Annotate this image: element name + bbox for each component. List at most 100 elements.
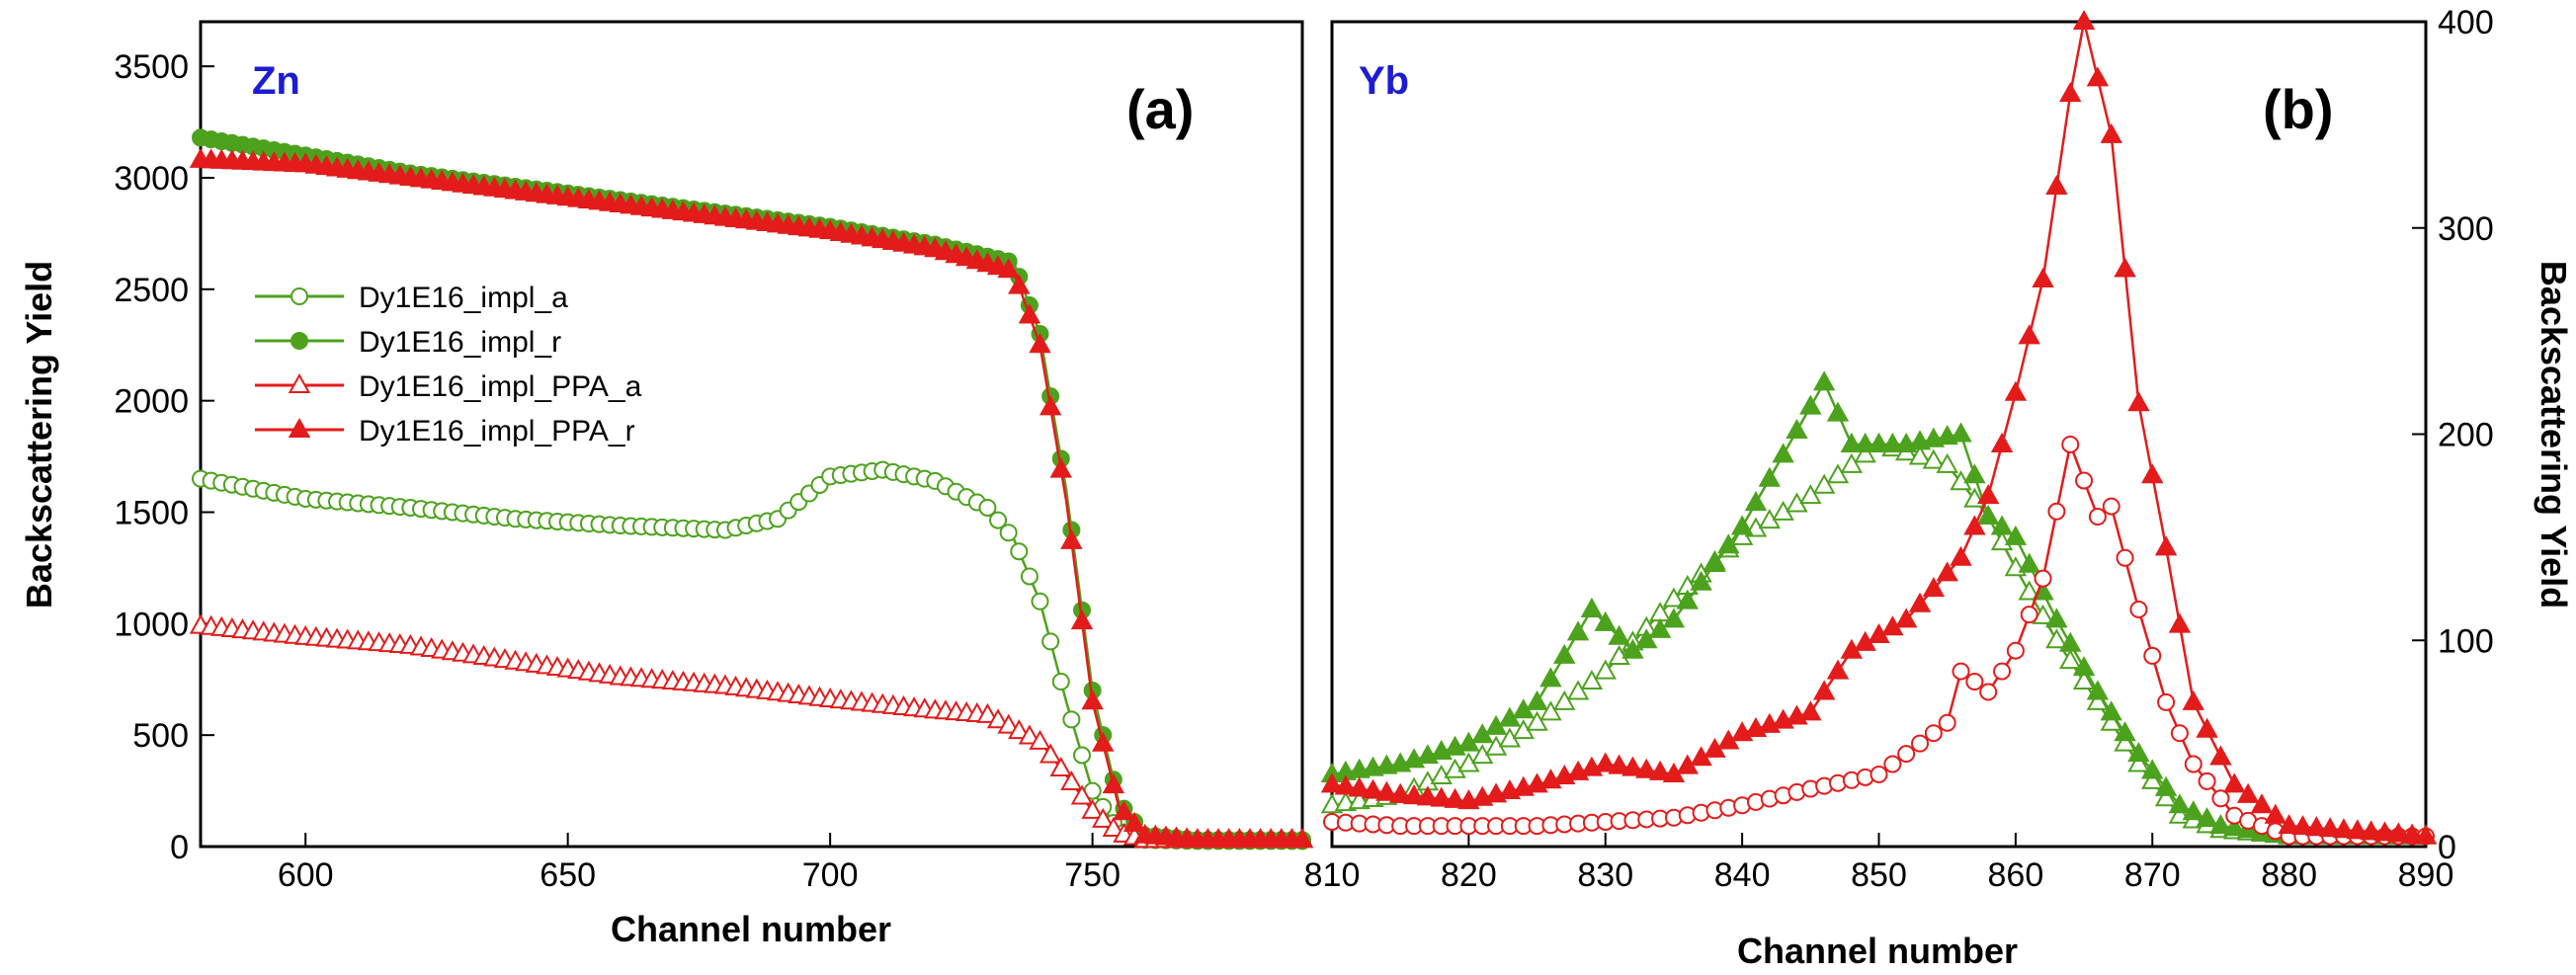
panel-b-series — [1320, 9, 2438, 846]
panel-b-data-point — [1812, 680, 1836, 700]
panel-b-data-point — [2196, 717, 2218, 738]
panel-b-data-point — [2018, 324, 2040, 345]
legend-marker — [291, 332, 308, 350]
panel-b-data-point — [1348, 776, 1371, 797]
panel-a-y-axis-title: Backscattering Yield — [19, 261, 59, 609]
panel-b-element-label: Yb — [1359, 59, 1409, 103]
panel-b-data-point — [1648, 760, 1672, 780]
panel-b-x-tick-label: 890 — [2398, 856, 2454, 894]
panel-b-data-point — [2127, 391, 2150, 412]
panel-b-data-point — [1594, 659, 1617, 680]
panel-a-data-point — [1070, 609, 1094, 630]
panel-b-data-point — [2373, 821, 2396, 842]
panel-b-data-point — [1553, 690, 1576, 710]
panel-b-data-point — [1911, 734, 1930, 753]
panel-b-data-point — [1840, 452, 1864, 473]
panel-b-data-point — [2045, 174, 2068, 195]
panel-b-x-tick-label: 840 — [1714, 856, 1771, 894]
panel-b-data-point — [1854, 432, 1876, 452]
panel-b-data-point — [2196, 807, 2218, 828]
panel-a-data-point — [1081, 690, 1104, 710]
panel-b-data-point — [2006, 641, 2025, 660]
panel-b-data-point — [2004, 525, 2028, 545]
panel-b-data-point — [1799, 484, 1822, 505]
panel-b-data-point — [1621, 638, 1644, 659]
panel-b-data-point — [2168, 612, 2192, 633]
panel-b-data-point — [2170, 724, 2189, 743]
panel-b-y-tick-label: 0 — [2438, 829, 2456, 866]
panel-a-y-tick-label: 3000 — [114, 160, 189, 198]
panel-a-data-point — [1039, 395, 1062, 416]
panel-b-data-point — [1936, 452, 1958, 473]
panel-b-data-point — [2045, 628, 2068, 649]
panel-a-data-point — [1018, 724, 1041, 745]
panel-b-data-point — [1812, 370, 1836, 391]
panel-a-x-tick-label: 600 — [278, 856, 334, 894]
panel-a-data-point — [1070, 784, 1094, 805]
panel-b-data-point — [1608, 624, 1630, 645]
panel-b-data-point — [2032, 604, 2054, 624]
panel-b-data-point — [1526, 690, 1548, 710]
panel-a-y-tick-label: 2000 — [114, 383, 189, 421]
panel-a-data-point — [1029, 333, 1051, 354]
panel-a-ticks: 600 650 700 750 0 500 1000 1500 2000 2500 3000 3500 — [114, 48, 1121, 894]
panel-a-data-point — [1031, 592, 1049, 610]
panel-b-data-point — [1594, 610, 1617, 631]
panel-a-data-point — [1029, 729, 1051, 750]
panel-a-data-point — [1049, 756, 1072, 777]
panel-b-data-point — [2209, 745, 2232, 766]
panel-b-data-point — [2291, 815, 2314, 836]
panel-a-data-point — [989, 511, 1008, 529]
panel-a-series-dy1e16-impl-ppa-r — [189, 147, 1314, 849]
legend-label: Dy1E16_impl_PPA_r — [359, 415, 635, 447]
panel-b-data-point — [1963, 515, 1986, 535]
panel-b-data-point — [1375, 780, 1398, 801]
panel-b-data-point — [1772, 443, 1794, 463]
panel-b-data-point — [2032, 267, 2054, 287]
panel-b-data-point — [2114, 721, 2136, 742]
panel-b-data-point — [2346, 819, 2369, 840]
panel-a-data-point — [1051, 673, 1070, 691]
panel-b-data-point — [2059, 631, 2082, 652]
panel-b-data-point — [1553, 643, 1576, 664]
legend: Dy1E16_impl_a Dy1E16_impl_r Dy1E16_impl_PP… — [255, 282, 642, 447]
panel-b-data-point — [2141, 759, 2164, 779]
panel-b-data-point — [1744, 491, 1768, 512]
panel-b-data-point — [1976, 484, 2000, 505]
panel-b-x-tick-label: 810 — [1304, 856, 1361, 894]
panel-b-data-point — [2059, 649, 2082, 670]
panel-b-data-point — [1566, 620, 1590, 641]
panel-b-data-point — [1799, 700, 1822, 721]
panel-b-data-point — [1870, 765, 1888, 783]
panel-b-data-point — [2154, 786, 2178, 807]
panel-b-data-point — [2020, 606, 2038, 624]
panel-a-x-axis-title: Channel number — [611, 909, 891, 949]
panel-b-data-point — [1444, 787, 1466, 808]
panel-b-data-point — [1580, 669, 1604, 690]
panel-b-data-point — [1648, 617, 1672, 638]
panel-b-data-point — [1908, 592, 1932, 612]
panel-b-data-point — [2088, 508, 2107, 526]
panel-b-series-dy1e16-impl-ppa-r — [1320, 9, 2438, 845]
panel-b-data-point — [2075, 471, 2094, 490]
panel-b-data-point — [1990, 432, 2014, 452]
panel-b-data-point — [1608, 754, 1630, 774]
panel-b-data-point — [1812, 473, 1836, 494]
panel-b-data-point — [2141, 769, 2164, 789]
panel-a-y-tick-label: 500 — [132, 717, 189, 755]
panel-b-data-point — [1730, 515, 1754, 535]
panel-b-y-tick-label: 100 — [2438, 622, 2494, 660]
panel-b-data-point — [1799, 394, 1822, 415]
panel-b-data-point — [1402, 784, 1426, 805]
panel-b-data-point — [2018, 580, 2040, 601]
panel-b-x-tick-label: 860 — [1988, 856, 2044, 894]
panel-b-data-point — [1786, 418, 1808, 440]
panel-b-x-tick-label: 880 — [2261, 856, 2317, 894]
panel-b-data-point — [2059, 82, 2082, 103]
panel-b-data-point — [2182, 800, 2204, 821]
panel-b-data-point — [1922, 448, 1946, 469]
panel-b-data-point — [2154, 535, 2178, 556]
panel-b-y-tick-label: 300 — [2438, 210, 2494, 248]
